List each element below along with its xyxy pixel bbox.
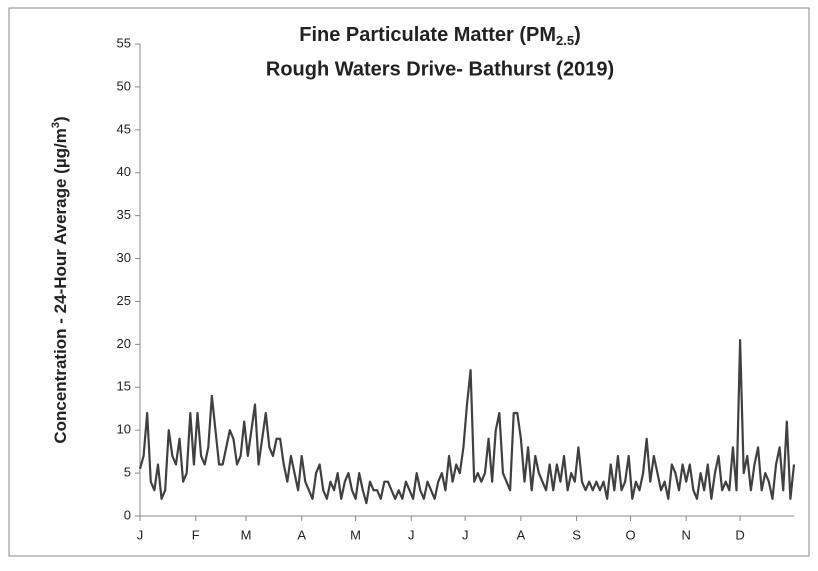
y-tick-label: 55 — [117, 35, 131, 50]
y-tick-label: 40 — [117, 164, 131, 179]
y-label-end: ) — [51, 116, 70, 122]
chart-title: Fine Particulate Matter (PM2.5) — [299, 24, 580, 48]
y-tick-label: 30 — [117, 250, 131, 265]
title-text-end: ) — [574, 24, 581, 46]
chart-frame — [8, 7, 810, 557]
y-tick-label: 15 — [117, 379, 131, 394]
y-tick-label: 10 — [117, 422, 131, 437]
y-label-text: Concentration - 24-Hour Average (µg/m — [51, 128, 70, 444]
x-tick-label: J — [137, 527, 144, 542]
x-tick-label: J — [462, 527, 469, 542]
x-tick-label: M — [350, 527, 361, 542]
y-tick-label: 20 — [117, 336, 131, 351]
y-tick-label: 0 — [124, 507, 131, 522]
x-tick-label: D — [735, 527, 744, 542]
x-tick-label: M — [241, 527, 252, 542]
y-tick-label: 5 — [124, 465, 131, 480]
title-subscript: 2.5 — [556, 33, 574, 48]
x-tick-label: S — [572, 527, 581, 542]
x-tick-label: F — [192, 527, 200, 542]
y-tick-label: 35 — [117, 207, 131, 222]
x-tick-label: N — [682, 527, 691, 542]
data-line — [138, 338, 796, 505]
y-tick-label: 25 — [117, 293, 131, 308]
y-tick-label: 45 — [117, 121, 131, 136]
y-label-superscript: 3 — [50, 122, 62, 128]
y-axis-label: Concentration - 24-Hour Average (µg/m3) — [50, 116, 71, 443]
title-text: Fine Particulate Matter (PM — [299, 24, 556, 46]
x-tick-label: J — [408, 527, 415, 542]
x-tick-label: A — [517, 527, 526, 542]
x-tick-label: A — [297, 527, 306, 542]
chart-subtitle: Rough Waters Drive- Bathurst (2019) — [266, 58, 614, 80]
y-tick-label: 50 — [117, 78, 131, 93]
x-tick-label: O — [625, 527, 635, 542]
